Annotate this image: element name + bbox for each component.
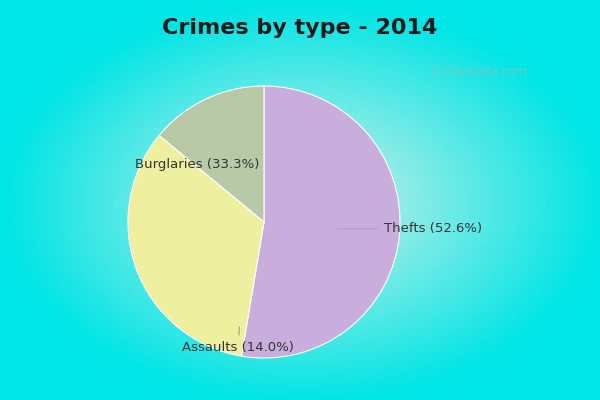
Text: Thefts (52.6%): Thefts (52.6%) — [337, 222, 482, 235]
Wedge shape — [241, 86, 400, 358]
Text: ⓘ City-Data.com: ⓘ City-Data.com — [432, 66, 527, 78]
Text: Burglaries (33.3%): Burglaries (33.3%) — [135, 158, 259, 171]
Text: Crimes by type - 2014: Crimes by type - 2014 — [163, 18, 437, 38]
Text: Assaults (14.0%): Assaults (14.0%) — [182, 327, 294, 354]
Wedge shape — [159, 86, 264, 222]
Wedge shape — [128, 136, 264, 356]
